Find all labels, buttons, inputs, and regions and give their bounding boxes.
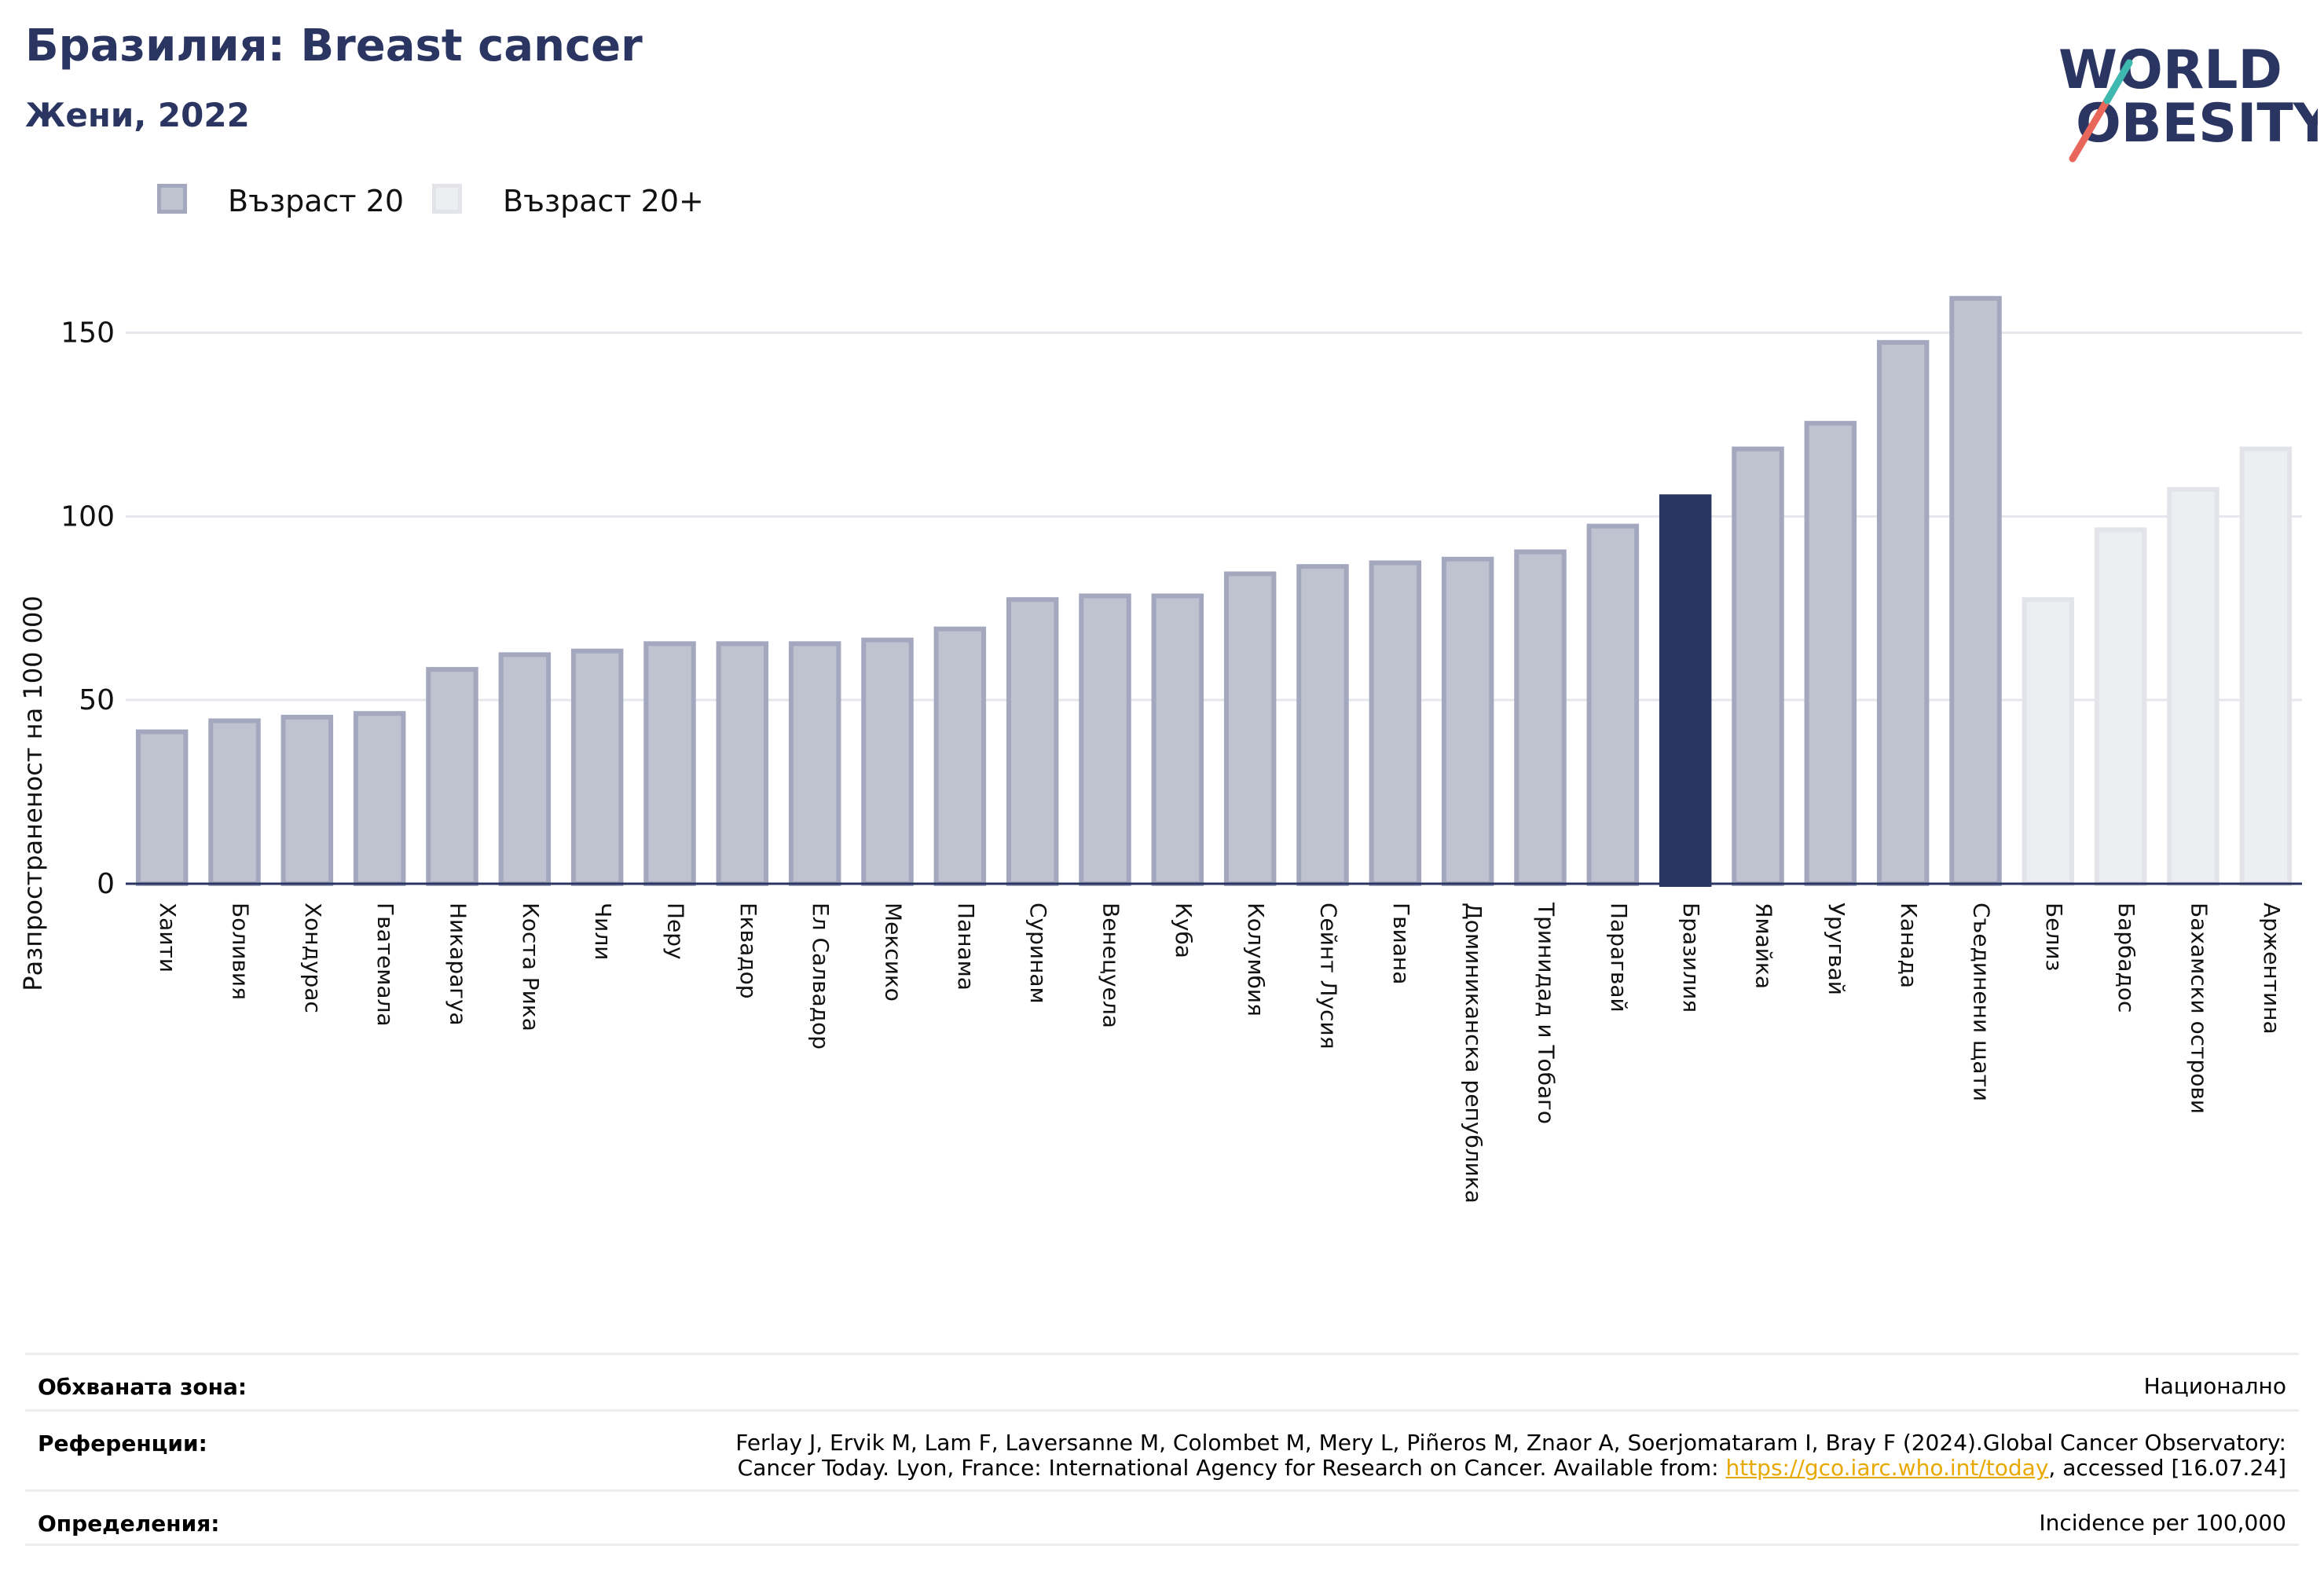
x-tick-label-4: Никарагуа: [445, 903, 471, 1026]
legend-swatch-age20plus: [432, 184, 462, 214]
bar-age20-25: [1949, 295, 2002, 886]
x-tick-label-14: Куба: [1171, 903, 1197, 958]
x-tick-label-19: Тринидад и Тобаго: [1534, 902, 1560, 1124]
footer-row-references: Референции: Ferlay J, Ervik M, Lam F, La…: [25, 1409, 2299, 1489]
x-tick-label-20: Парагвай: [1606, 903, 1632, 1013]
bar-age20-15: [1223, 571, 1277, 886]
bar-highlight-21: [1659, 494, 1712, 887]
definitions-value: Incidence per 100,000: [2039, 1510, 2286, 1536]
bar-age20-5: [498, 652, 552, 886]
footer-table: Обхваната зона: Национално Референции: F…: [25, 1353, 2299, 1546]
references-line2-post: , accessed [16.07.24]: [2048, 1455, 2286, 1481]
footer-row-definitions: Определения: Incidence per 100,000: [25, 1489, 2299, 1546]
bar-age20-23: [1804, 420, 1857, 886]
references-line1: Ferlay J, Ervik M, Lam F, Laversanne M, …: [735, 1430, 2286, 1456]
bar-age20-20: [1586, 523, 1640, 886]
x-tick-label-26: Белиз: [2041, 903, 2067, 971]
x-tick-label-0: Хаити: [155, 903, 181, 972]
x-tick-label-27: Барбадос: [2113, 903, 2139, 1013]
bar-age20-0: [135, 729, 189, 887]
legend-swatch-age20: [157, 184, 187, 214]
coverage-label: Обхваната зона:: [38, 1374, 247, 1400]
x-tick-label-7: Перу: [663, 903, 689, 960]
references-line2: Cancer Today. Lyon, France: Internationa…: [735, 1456, 2286, 1481]
bar-age20-24: [1876, 339, 1930, 887]
bar-age20-9: [788, 641, 841, 887]
x-tick-label-10: Мексико: [881, 903, 907, 1002]
bar-age20plus-29: [2239, 446, 2293, 886]
bar-age20-12: [1006, 597, 1059, 886]
chart-title: Бразилия: Breast cancer: [25, 20, 643, 71]
y-tick-label-50: 50: [79, 684, 115, 716]
x-tick-label-6: Чили: [590, 903, 616, 961]
bar-age20-8: [716, 641, 769, 887]
x-tick-label-1: Боливия: [228, 903, 254, 1000]
x-tick-label-25: Съединени щати: [1969, 903, 1995, 1101]
x-tick-label-22: Ямайка: [1751, 903, 1777, 989]
bar-age20-22: [1732, 446, 1784, 886]
bar-age20-10: [861, 637, 914, 886]
logo-line1: WORLD: [2058, 39, 2282, 101]
x-tick-label-13: Венецуела: [1098, 903, 1124, 1028]
bar-age20-14: [1151, 593, 1204, 886]
x-tick-label-9: Ел Салвадор: [808, 903, 834, 1049]
x-tick-label-15: Колумбия: [1243, 903, 1269, 1016]
bar-age20-1: [208, 718, 261, 887]
bar-age20-13: [1079, 593, 1131, 886]
bar-age20-3: [353, 711, 406, 886]
world-obesity-logo: WORLD OBESITY: [2058, 39, 2318, 163]
definitions-label: Определения:: [38, 1511, 220, 1537]
x-tick-label-29: Аржентина: [2259, 903, 2285, 1035]
footer-row-coverage: Обхваната зона: Национално: [25, 1353, 2299, 1409]
bar-age20-16: [1296, 564, 1349, 886]
bar-age20plus-27: [2094, 527, 2147, 886]
bar-age20-18: [1441, 556, 1494, 886]
chart-subtitle: Жени, 2022: [25, 96, 250, 134]
bar-age20-17: [1369, 560, 1422, 886]
references-label: Референции:: [38, 1430, 207, 1456]
x-tick-label-16: Сейнт Лусия: [1316, 903, 1342, 1049]
y-tick-label-150: 150: [60, 317, 115, 350]
x-tick-label-17: Гвиана: [1388, 903, 1414, 984]
bar-age20-7: [643, 641, 696, 887]
coverage-value: Национално: [2143, 1373, 2286, 1399]
y-tick-label-100: 100: [60, 500, 115, 533]
references-line2-pre: Cancer Today. Lyon, France: Internationa…: [737, 1455, 1726, 1481]
x-tick-label-5: Коста Рика: [518, 903, 544, 1031]
legend-label-age20: Възраст 20: [228, 184, 404, 218]
bar-age20-2: [280, 714, 334, 886]
x-tick-label-21: Бразилия: [1678, 903, 1704, 1013]
logo-slash-red: [2069, 97, 2111, 163]
x-tick-label-24: Канада: [1896, 903, 1922, 988]
x-tick-label-3: Гватемала: [372, 903, 398, 1027]
bar-age20-4: [426, 667, 478, 887]
bar-age20-11: [933, 626, 987, 886]
x-tick-label-23: Уругвай: [1824, 903, 1849, 995]
x-tick-label-18: Доминиканска република: [1461, 903, 1486, 1203]
x-tick-label-12: Суринам: [1025, 903, 1051, 1004]
x-tick-label-28: Бахамски острови: [2187, 903, 2212, 1114]
x-tick-label-11: Панама: [953, 903, 979, 991]
x-tick-label-2: Хондурас: [300, 903, 326, 1013]
bar-age20plus-28: [2167, 486, 2220, 886]
y-tick-label-0: 0: [97, 868, 115, 900]
bar-age20-19: [1514, 549, 1567, 886]
bar-age20plus-26: [2022, 597, 2075, 886]
references-value: Ferlay J, Ervik M, Lam F, Laversanne M, …: [735, 1430, 2286, 1481]
legend-label-age20plus: Възраст 20+: [503, 184, 704, 218]
y-axis-label-text: Разпространеност на 100 000: [18, 595, 48, 991]
bar-age20-6: [570, 648, 624, 886]
x-tick-label-8: Еквадор: [735, 903, 761, 999]
bar-chart: 0 50 100 150 Хаити Боливия Хондурас Гватемала Ни…: [60, 295, 2302, 1203]
logo-slash-teal: [2103, 59, 2133, 104]
references-link[interactable]: https://gco.iarc.who.int/today: [1725, 1455, 2049, 1481]
y-axis-label: Разпространеност на 100 000: [18, 595, 48, 991]
logo-line2: OBESITY: [2076, 93, 2318, 155]
